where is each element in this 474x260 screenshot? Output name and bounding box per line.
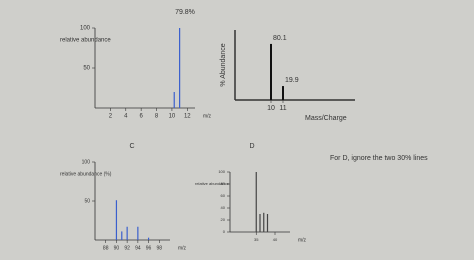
y-tick-label: 100 — [80, 26, 91, 32]
x-axis-label: m/z — [178, 245, 187, 251]
y-tick-label: 50 — [84, 198, 90, 204]
chart-title: 79.8% — [175, 9, 195, 16]
y-tick-label: 60 — [221, 193, 226, 198]
x-tick-label: 10 — [267, 105, 275, 112]
x-tick-label: 12 — [184, 114, 191, 120]
y-tick-label: 100 — [82, 159, 91, 165]
x-axis-label: m/z — [203, 113, 212, 119]
chart-title: D — [249, 143, 254, 150]
y-axis-label: % Abundance — [220, 43, 227, 86]
y-tick-label: 100 — [218, 169, 225, 174]
data-label: 19.9 — [285, 77, 299, 84]
x-tick-label: 4 — [124, 114, 128, 120]
x-tick-label: 98 — [157, 245, 163, 251]
x-tick-label: 6 — [139, 114, 143, 120]
y-axis-label: relative abundance — [195, 181, 230, 186]
y-tick-label: 40 — [221, 205, 226, 210]
x-tick-label: 2 — [109, 114, 113, 120]
y-axis-label: relative abundance — [60, 38, 111, 44]
x-axis-label: Mass/Charge — [305, 115, 347, 122]
note: For D, ignore the two 30% lines — [330, 155, 428, 162]
x-tick-label: 88 — [103, 245, 109, 251]
x-tick-label: 10 — [169, 114, 176, 120]
x-tick-label: 35 — [254, 237, 259, 242]
y-tick-label: 20 — [221, 217, 226, 222]
x-tick-label: 11 — [279, 105, 286, 112]
y-axis-label: relative abundance (%) — [60, 171, 112, 177]
y-tick-label: 80 — [221, 181, 226, 186]
x-axis-label: m/z — [298, 237, 307, 243]
y-tick-label: 50 — [83, 66, 90, 72]
chart-title: C — [129, 143, 134, 150]
y-tick-label: 0 — [223, 229, 226, 234]
x-tick-label: 94 — [135, 245, 141, 251]
x-tick-label: 40 — [273, 237, 278, 242]
x-tick-label: 96 — [146, 245, 152, 251]
x-tick-label: 90 — [114, 245, 120, 251]
data-label: 80.1 — [273, 35, 287, 42]
x-tick-label: 8 — [155, 114, 159, 120]
x-tick-label: 92 — [124, 245, 130, 251]
